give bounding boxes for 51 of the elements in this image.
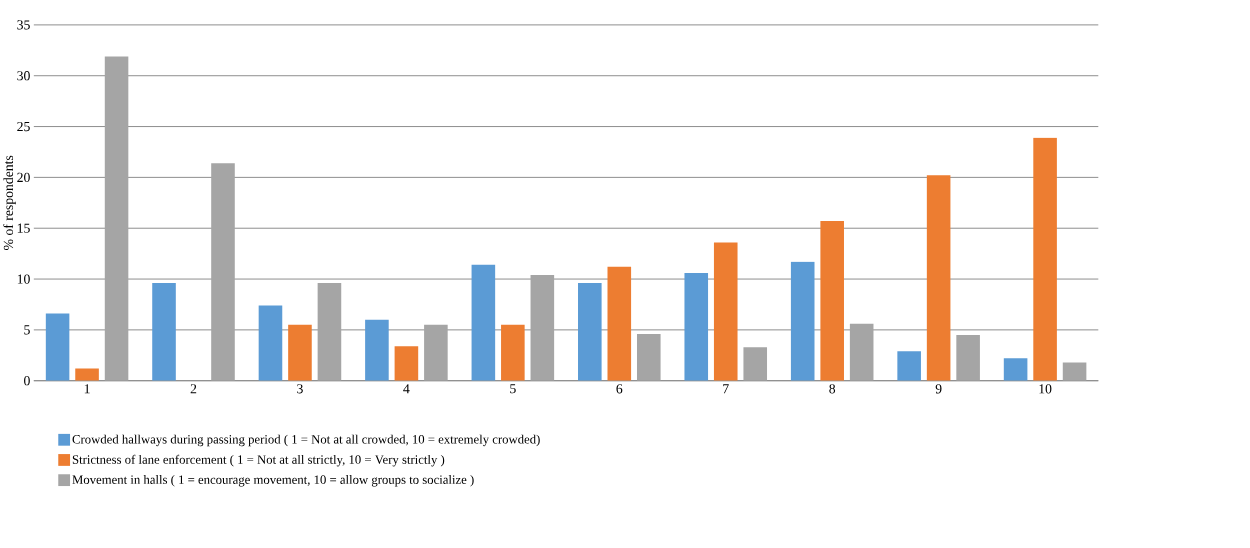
bar — [471, 264, 496, 381]
bar — [1033, 137, 1057, 381]
legend-label: Strictness of lane enforcement ( 1 = Not at all strictly, 10 = Very strictly ) — [72, 454, 445, 467]
y-tick-label: 10 — [17, 274, 30, 284]
bar — [530, 274, 555, 381]
bar — [849, 323, 874, 381]
bar — [258, 305, 283, 381]
legend-label: Movement in halls ( 1 = encourage movement, 10 = allow groups to socialize ) — [72, 474, 474, 487]
bar — [636, 333, 661, 381]
x-tick-label: 7 — [723, 383, 729, 393]
legend-label: Crowded hallways during passing period ( 1 = Not at all crowded, 10 = extremely crowded) — [72, 434, 540, 446]
y-axis-title: % of respondents — [3, 155, 16, 250]
bar — [75, 368, 99, 381]
bar — [820, 220, 844, 381]
y-tick-label: 20 — [17, 172, 30, 182]
x-tick-label: 9 — [935, 383, 942, 394]
bar — [288, 324, 312, 381]
x-tick-label: 4 — [403, 383, 410, 393]
y-tick-label: 15 — [17, 223, 30, 233]
bar — [394, 345, 419, 381]
bar — [897, 351, 921, 381]
bar — [607, 266, 632, 381]
y-tick-label: 0 — [24, 375, 30, 386]
bar — [365, 319, 389, 381]
x-tick-label: 6 — [616, 383, 623, 394]
bar — [1003, 358, 1028, 381]
bar — [45, 313, 70, 381]
x-tick-label: 5 — [510, 383, 516, 394]
bar — [424, 324, 448, 381]
bar — [578, 282, 602, 381]
bar — [926, 175, 951, 381]
x-tick-label: 2 — [190, 383, 197, 394]
x-tick-label: 8 — [829, 383, 836, 394]
bar — [501, 324, 525, 381]
x-tick-label: 1 — [84, 383, 90, 393]
bar — [713, 242, 738, 381]
bar — [211, 162, 235, 381]
bar — [1062, 362, 1087, 381]
y-tick-label: 30 — [17, 70, 30, 81]
bar — [104, 56, 129, 381]
y-tick-label: 25 — [17, 121, 30, 131]
bar — [790, 261, 815, 381]
y-tick-label: 5 — [24, 325, 30, 335]
bar — [152, 282, 176, 381]
bar — [684, 272, 709, 381]
bar — [743, 346, 768, 381]
bar — [956, 334, 980, 381]
x-tick-label: 3 — [297, 383, 303, 394]
y-tick-label: 35 — [17, 20, 30, 30]
x-tick-label: 10 — [1039, 383, 1052, 394]
bar — [317, 282, 342, 381]
